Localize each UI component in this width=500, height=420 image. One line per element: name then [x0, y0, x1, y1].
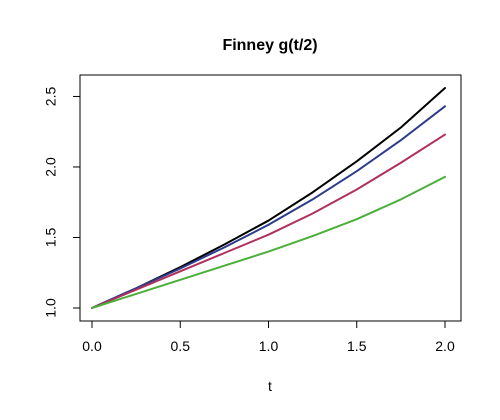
- x-tick-label: 0.0: [82, 338, 102, 354]
- x-tick-label: 0.5: [171, 338, 191, 354]
- x-tick-label: 2.0: [435, 338, 455, 354]
- x-tick-label: 1.5: [347, 338, 367, 354]
- series-line-1: [91, 87, 446, 309]
- y-tick-label: 1.5: [43, 228, 59, 248]
- series-layer: [91, 87, 446, 309]
- y-tick-label: 1.0: [43, 298, 59, 318]
- x-axis-label: t: [268, 378, 272, 394]
- chart-title: Finney g(t/2): [222, 37, 317, 54]
- series-line-4: [91, 175, 446, 309]
- x-axis: 0.0 0.5 1.0 1.5 2.0: [82, 320, 455, 354]
- y-axis: 1.0 1.5 2.0 2.5: [43, 87, 81, 318]
- series-line-2: [91, 105, 446, 309]
- y-tick-label: 2.5: [43, 87, 59, 107]
- y-tick-label: 2.0: [43, 157, 59, 177]
- x-tick-label: 1.0: [259, 338, 279, 354]
- series-line-3: [91, 133, 446, 309]
